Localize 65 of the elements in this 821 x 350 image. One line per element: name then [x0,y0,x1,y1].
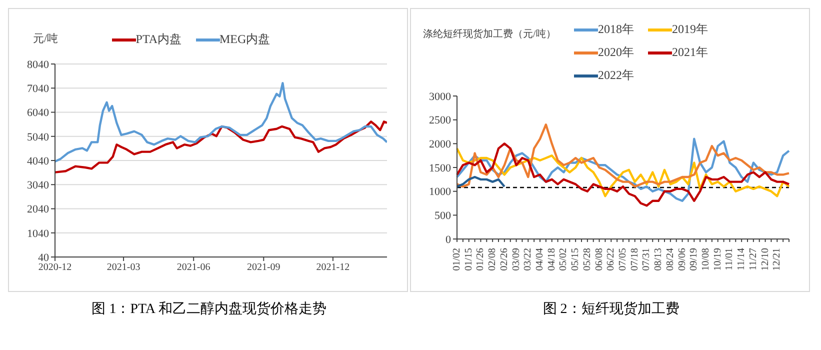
x-tick-label: 09/19 [688,248,700,271]
x-tick-label: 05/15 [570,248,582,271]
legend-label: 2020年 [598,44,634,61]
line-series [55,82,387,163]
x-tick-label: 03/22 [522,248,534,271]
line-series [55,120,387,174]
x-tick-label: 2020-12 [38,262,72,274]
x-tick-label: 11/14 [736,248,748,270]
x-tick-label: 07/31 [641,248,652,271]
y-tick-label: 500 [434,210,452,222]
x-tick-label: 10/08 [700,248,712,271]
x-tick-label: 01/15 [463,248,474,271]
x-tick-label: 09/06 [676,248,688,271]
x-tick-label: 04/18 [546,248,558,271]
x-tick-label: 07/18 [629,248,640,271]
x-tick-label: 01/26 [475,248,486,271]
y-tick-label: 2500 [429,114,452,127]
legend-label: 2019年 [672,21,708,38]
x-tick-label: 02/08 [487,248,498,271]
x-tick-label: 2021-03 [106,262,140,274]
x-tick-label: 04/04 [534,248,546,271]
x-tick-label: 2021-06 [176,262,210,274]
y-tick-label: 2040 [27,204,50,216]
x-tick-label: 2021-12 [316,262,350,274]
y-tick-label: 2000 [429,138,452,151]
x-tick-label: 08/24 [664,248,676,271]
y-axis-title: 涤纶短纤现货加工费（元/吨） [423,28,556,41]
x-tick-label: 01/02 [452,248,462,271]
x-tick-label: 11/27 [748,248,759,270]
x-tick-label: 2021-09 [246,262,280,274]
y-tick-label: 3000 [429,90,452,103]
y-tick-label: 3040 [27,180,50,192]
x-tick-label: 12/21 [772,248,783,271]
x-tick-label: 11/01 [724,248,736,270]
caption: 图 2：短纤现货加工费 [542,300,680,318]
x-tick-label: 05/28 [582,248,593,271]
line-series [456,124,790,188]
legend-label: 2021年 [672,44,708,61]
y-tick-label: 0 [446,234,452,246]
legend-label: MEG内盘 [220,31,270,48]
y-tick-label: 7040 [27,83,50,96]
legend-label: 2022年 [598,67,634,84]
y-axis-title: 元/吨 [33,32,58,46]
line-series [456,147,790,198]
y-tick-label: 8040 [27,58,50,71]
y-tick-label: 1000 [429,186,452,198]
x-tick-label: 06/22 [606,248,617,271]
caption: 图 1：PTA 和乙二醇内盘现货价格走势 [90,300,328,318]
x-tick-label: 05/02 [558,248,570,271]
x-tick-label: 12/10 [760,248,771,271]
y-tick-label: 1040 [27,228,50,240]
legend-label: PTA内盘 [136,31,182,48]
y-tick-label: 5040 [27,131,50,144]
x-tick-label: 06/08 [594,248,605,271]
y-tick-label: 1500 [429,162,452,174]
legend-label: 2018年 [598,21,634,38]
y-tick-label: 40 [38,252,50,264]
x-tick-label: 07/05 [618,248,628,271]
x-tick-label: 03/09 [510,248,522,271]
y-tick-label: 4040 [27,155,50,168]
x-tick-label: 02/26 [498,248,510,271]
x-tick-label: 10/19 [712,248,724,271]
line-series [456,176,506,188]
x-tick-label: 08/13 [653,248,664,271]
y-tick-label: 6040 [27,107,50,120]
